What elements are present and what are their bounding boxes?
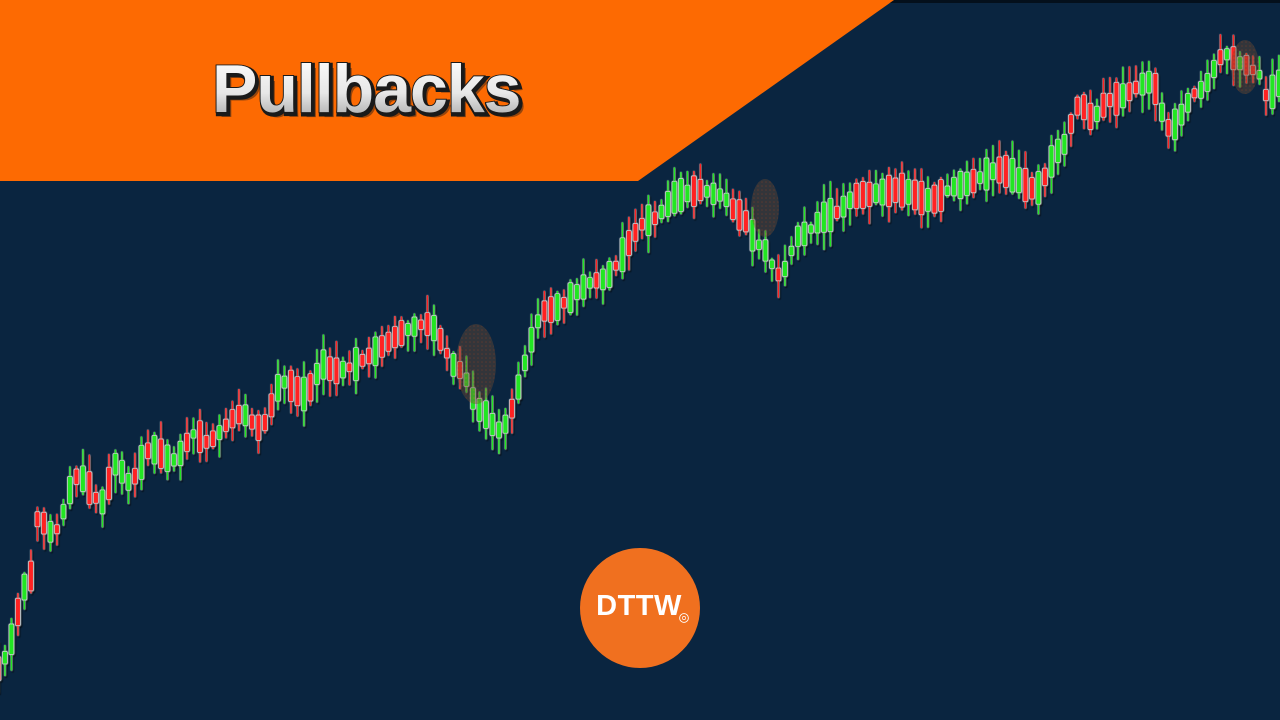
svg-text:DTTW: DTTW <box>596 590 682 622</box>
svg-text:Pullbacks: Pullbacks <box>212 51 521 127</box>
